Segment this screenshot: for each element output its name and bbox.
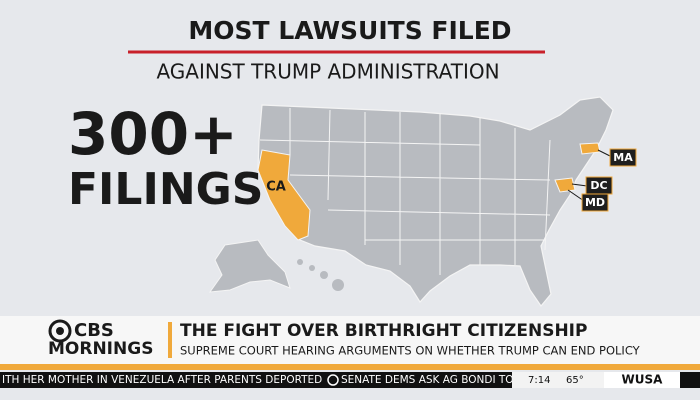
subtitle: AGAINST TRUMP ADMINISTRATION bbox=[156, 60, 499, 84]
us-map: CA MA DC MD bbox=[208, 96, 637, 307]
cbs-eye-pupil bbox=[56, 327, 64, 335]
ticker-item: ITH HER MOTHER IN VENEZUELA AFTER PARENT… bbox=[2, 374, 322, 386]
time: 7:14 bbox=[528, 375, 550, 386]
map-label: MA bbox=[613, 151, 633, 164]
map-label: CA bbox=[266, 180, 286, 195]
ticker: ITH HER MOTHER IN VENEZUELA AFTER PARENT… bbox=[0, 372, 700, 388]
station: WUSA bbox=[622, 373, 664, 387]
leader-line bbox=[571, 183, 588, 187]
ticker-info bbox=[512, 372, 604, 388]
label-box bbox=[581, 193, 609, 212]
label-box bbox=[609, 148, 637, 167]
lower-third: CBS MORNINGS THE FIGHT OVER BIRTHRIGHT C… bbox=[0, 316, 700, 370]
temperature: 65° bbox=[566, 375, 584, 386]
subhead: SUPREME COURT HEARING ARGUMENTS ON WHETH… bbox=[180, 344, 641, 358]
divider bbox=[168, 322, 172, 358]
headline: THE FIGHT OVER BIRTHRIGHT CITIZENSHIP bbox=[180, 321, 587, 341]
map-label: MD bbox=[585, 196, 605, 209]
map-label: DC bbox=[590, 179, 607, 192]
title: MOST LAWSUITS FILED bbox=[188, 16, 511, 45]
stat-value: 300+ bbox=[68, 100, 238, 168]
logo-top: CBS bbox=[74, 320, 114, 341]
hawaii bbox=[297, 259, 344, 291]
station-box bbox=[604, 372, 680, 388]
lower-third-band bbox=[0, 316, 700, 364]
leader-line bbox=[567, 189, 585, 202]
alaska bbox=[208, 239, 291, 293]
cbs-eye bbox=[48, 319, 72, 343]
stat-label: FILINGS bbox=[68, 164, 263, 215]
ticker-separator bbox=[327, 374, 339, 386]
state-md bbox=[554, 177, 576, 193]
ticker-item: SENATE DEMS ASK AG BONDI TO bbox=[341, 374, 514, 386]
state-ma bbox=[579, 142, 601, 155]
state-ca bbox=[257, 149, 311, 241]
accent-bar bbox=[0, 364, 700, 370]
logo-bottom: MORNINGS bbox=[48, 339, 153, 359]
state-borders bbox=[259, 108, 551, 275]
contiguous-us bbox=[257, 96, 614, 307]
